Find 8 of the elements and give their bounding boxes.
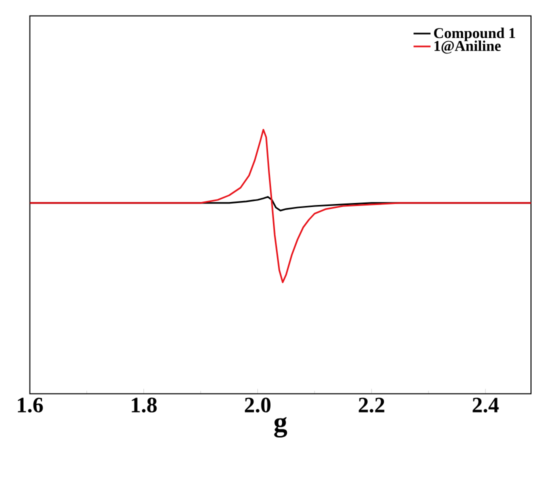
legend-label: Compound 1 bbox=[434, 28, 516, 42]
x-tick-label: 2.0 bbox=[244, 398, 270, 412]
x-tick-label: 2.4 bbox=[472, 398, 499, 412]
x-axis-title: g bbox=[274, 416, 288, 438]
legend-label: 1@Aniline bbox=[434, 40, 501, 54]
x-tick-label: 1.8 bbox=[132, 398, 157, 412]
x-tick-label: 2.2 bbox=[358, 398, 384, 412]
x-tick-label: 1.6 bbox=[18, 398, 43, 412]
